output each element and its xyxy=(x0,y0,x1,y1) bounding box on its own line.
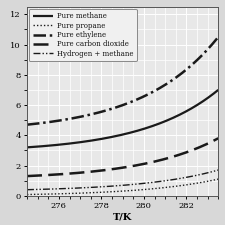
Hydrogen + methane xyxy=(118,184,120,187)
Pure carbon dioxide xyxy=(117,167,119,170)
Hydrogen + methane xyxy=(140,182,142,185)
Pure carbon dioxide xyxy=(129,165,132,168)
Line: Pure methane: Pure methane xyxy=(27,90,218,147)
Pure propane xyxy=(117,190,119,193)
X-axis label: T/K: T/K xyxy=(113,213,132,222)
Pure carbon dioxide xyxy=(118,167,120,170)
Pure methane xyxy=(26,146,28,149)
Pure methane xyxy=(129,131,132,134)
Pure ethylene xyxy=(182,70,185,73)
Pure propane xyxy=(140,189,142,191)
Line: Hydrogen + methane: Hydrogen + methane xyxy=(27,170,218,190)
Pure methane xyxy=(217,89,220,91)
Line: Pure propane: Pure propane xyxy=(27,179,218,195)
Pure carbon dioxide xyxy=(182,152,185,155)
Pure ethylene xyxy=(217,36,220,38)
Pure propane xyxy=(217,178,220,180)
Hydrogen + methane xyxy=(182,176,185,179)
Pure carbon dioxide xyxy=(217,137,220,140)
Pure propane xyxy=(212,179,215,181)
Hydrogen + methane xyxy=(129,183,132,186)
Hydrogen + methane xyxy=(117,184,119,187)
Pure carbon dioxide xyxy=(26,175,28,178)
Hydrogen + methane xyxy=(212,170,215,173)
Hydrogen + methane xyxy=(217,169,220,171)
Pure carbon dioxide xyxy=(212,139,215,142)
Pure ethylene xyxy=(129,101,132,104)
Pure ethylene xyxy=(118,105,120,108)
Line: Pure ethylene: Pure ethylene xyxy=(27,37,218,125)
Legend: Pure methane, Pure propane, Pure ethylene, Pure carbon dioxide, Hydrogen + metha: Pure methane, Pure propane, Pure ethylen… xyxy=(29,9,137,61)
Pure ethylene xyxy=(26,123,28,126)
Pure propane xyxy=(129,189,132,192)
Line: Pure carbon dioxide: Pure carbon dioxide xyxy=(27,138,218,176)
Pure methane xyxy=(182,111,185,114)
Pure propane xyxy=(26,193,28,196)
Pure methane xyxy=(140,128,142,131)
Pure ethylene xyxy=(117,106,119,108)
Pure methane xyxy=(118,134,120,137)
Pure ethylene xyxy=(212,41,215,44)
Pure methane xyxy=(117,134,119,137)
Pure propane xyxy=(182,184,185,187)
Pure ethylene xyxy=(140,97,142,99)
Hydrogen + methane xyxy=(26,188,28,191)
Pure propane xyxy=(118,190,120,193)
Pure methane xyxy=(212,92,215,95)
Pure carbon dioxide xyxy=(140,163,142,166)
